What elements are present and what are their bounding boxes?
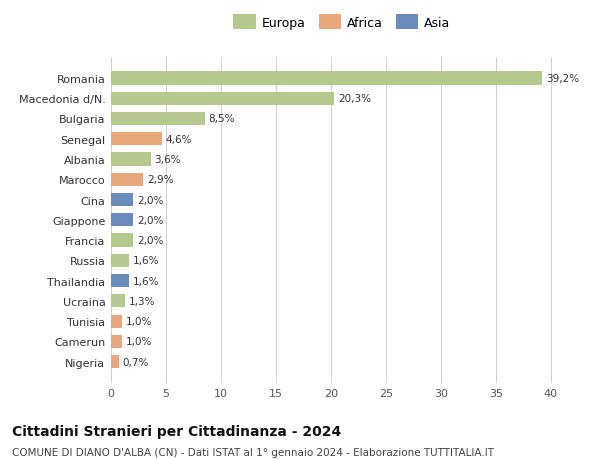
Text: 2,0%: 2,0% — [137, 235, 163, 246]
Bar — [111, 315, 122, 328]
Text: 4,6%: 4,6% — [166, 134, 192, 145]
Text: 8,5%: 8,5% — [208, 114, 235, 124]
Text: 1,6%: 1,6% — [133, 276, 159, 286]
Text: 1,6%: 1,6% — [133, 256, 159, 266]
Bar — [111, 112, 205, 126]
Bar — [111, 214, 133, 227]
Text: 2,9%: 2,9% — [147, 175, 173, 185]
Bar — [111, 274, 128, 287]
Bar — [111, 72, 542, 85]
Text: 1,0%: 1,0% — [126, 316, 152, 326]
Bar — [111, 133, 161, 146]
Bar — [111, 153, 151, 166]
Text: 0,7%: 0,7% — [122, 357, 149, 367]
Bar — [111, 335, 122, 348]
Bar — [111, 174, 143, 186]
Text: 39,2%: 39,2% — [546, 74, 579, 84]
Legend: Europa, Africa, Asia: Europa, Africa, Asia — [230, 11, 454, 34]
Text: COMUNE DI DIANO D'ALBA (CN) - Dati ISTAT al 1° gennaio 2024 - Elaborazione TUTTI: COMUNE DI DIANO D'ALBA (CN) - Dati ISTAT… — [12, 448, 494, 458]
Text: 1,0%: 1,0% — [126, 336, 152, 347]
Bar — [111, 295, 125, 308]
Text: 3,6%: 3,6% — [154, 155, 181, 165]
Text: 1,3%: 1,3% — [129, 296, 155, 306]
Bar — [111, 355, 119, 369]
Bar — [111, 194, 133, 207]
Text: 20,3%: 20,3% — [338, 94, 371, 104]
Bar — [111, 254, 128, 267]
Text: Cittadini Stranieri per Cittadinanza - 2024: Cittadini Stranieri per Cittadinanza - 2… — [12, 425, 341, 438]
Bar — [111, 92, 334, 106]
Text: 2,0%: 2,0% — [137, 215, 163, 225]
Bar — [111, 234, 133, 247]
Text: 2,0%: 2,0% — [137, 195, 163, 205]
